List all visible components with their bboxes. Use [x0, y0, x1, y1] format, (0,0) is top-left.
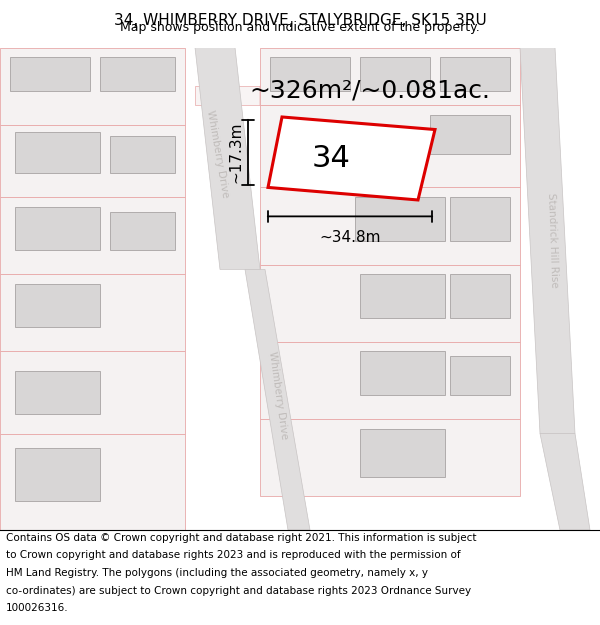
Polygon shape — [450, 274, 510, 318]
Polygon shape — [110, 136, 175, 173]
Text: ~326m²/~0.081ac.: ~326m²/~0.081ac. — [250, 79, 491, 103]
Polygon shape — [15, 448, 100, 501]
Polygon shape — [440, 57, 510, 91]
Polygon shape — [0, 274, 185, 351]
Polygon shape — [360, 57, 430, 91]
Polygon shape — [360, 429, 445, 477]
Polygon shape — [245, 269, 310, 530]
Text: to Crown copyright and database rights 2023 and is reproduced with the permissio: to Crown copyright and database rights 2… — [6, 551, 461, 561]
Polygon shape — [355, 197, 445, 241]
Polygon shape — [260, 264, 520, 342]
Polygon shape — [450, 356, 510, 395]
Text: co-ordinates) are subject to Crown copyright and database rights 2023 Ordnance S: co-ordinates) are subject to Crown copyr… — [6, 586, 471, 596]
Polygon shape — [0, 125, 185, 197]
Text: ~17.3m: ~17.3m — [228, 121, 243, 183]
Text: ~34.8m: ~34.8m — [319, 230, 381, 245]
Polygon shape — [110, 211, 175, 250]
Polygon shape — [15, 284, 100, 328]
Polygon shape — [195, 86, 260, 106]
Polygon shape — [260, 188, 520, 264]
Text: HM Land Registry. The polygons (including the associated geometry, namely x, y: HM Land Registry. The polygons (includin… — [6, 568, 428, 578]
Polygon shape — [260, 106, 520, 188]
Polygon shape — [195, 48, 260, 269]
Polygon shape — [0, 48, 185, 125]
Polygon shape — [540, 434, 590, 530]
Polygon shape — [15, 207, 100, 250]
Text: 100026316.: 100026316. — [6, 603, 68, 613]
Polygon shape — [15, 132, 100, 173]
Text: Standrick Hill Rise: Standrick Hill Rise — [547, 193, 560, 288]
Polygon shape — [260, 419, 520, 496]
Text: Contains OS data © Crown copyright and database right 2021. This information is : Contains OS data © Crown copyright and d… — [6, 533, 476, 543]
Polygon shape — [260, 48, 520, 106]
Polygon shape — [0, 351, 185, 434]
Polygon shape — [450, 197, 510, 241]
Polygon shape — [360, 351, 445, 395]
Polygon shape — [430, 115, 510, 154]
Text: 34, WHIMBERRY DRIVE, STALYBRIDGE, SK15 3RU: 34, WHIMBERRY DRIVE, STALYBRIDGE, SK15 3… — [113, 13, 487, 28]
Polygon shape — [260, 342, 520, 419]
Polygon shape — [0, 197, 185, 274]
Polygon shape — [360, 274, 445, 318]
Text: Whimberry Drive: Whimberry Drive — [267, 350, 289, 439]
Text: Whimberry Drive: Whimberry Drive — [205, 109, 230, 198]
Text: Map shows position and indicative extent of the property.: Map shows position and indicative extent… — [120, 21, 480, 34]
Polygon shape — [10, 57, 90, 91]
Polygon shape — [15, 371, 100, 414]
Polygon shape — [268, 117, 435, 200]
Polygon shape — [270, 57, 350, 91]
Polygon shape — [0, 434, 185, 530]
Polygon shape — [100, 57, 175, 91]
Polygon shape — [260, 86, 520, 110]
Polygon shape — [520, 48, 575, 434]
Text: 34: 34 — [311, 144, 350, 173]
